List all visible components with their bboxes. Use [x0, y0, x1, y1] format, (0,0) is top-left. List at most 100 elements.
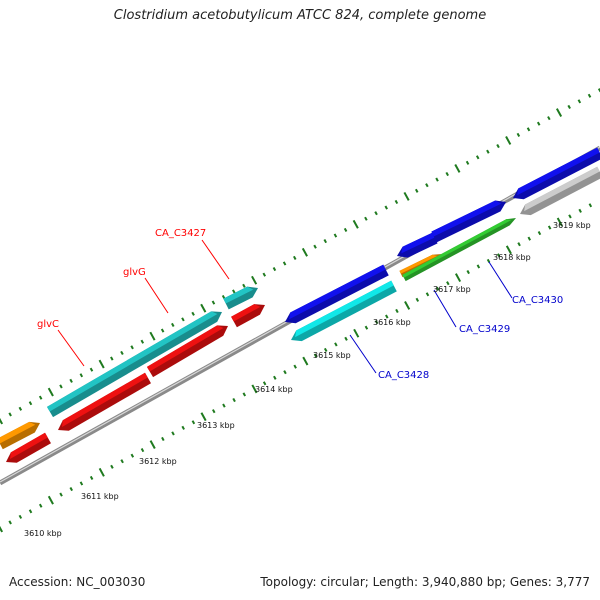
outer-minor-tick: [414, 188, 419, 193]
inner-minor-tick: [374, 320, 379, 325]
gene-red-left-face: [10, 432, 48, 460]
gene-red-mid-body: [146, 325, 228, 378]
leader-CA_C3429: [433, 289, 457, 328]
inner-minor-tick: [313, 353, 318, 358]
outer-major-tick: [505, 136, 512, 145]
outer-minor-tick: [547, 116, 551, 121]
outer-minor-tick: [486, 149, 490, 154]
leader-glvG: [144, 277, 169, 314]
outer-minor-tick: [262, 272, 267, 277]
gene-CA_C3430-face: [402, 219, 512, 278]
leader-CA_C3430: [488, 261, 513, 299]
outer-minor-tick: [496, 144, 500, 149]
inner-minor-tick: [527, 236, 532, 241]
outer-minor-tick: [516, 132, 521, 137]
gene-label-CA_C3428: CA_C3428: [378, 370, 429, 381]
inner-minor-tick: [537, 231, 542, 236]
inner-minor-tick: [38, 503, 43, 508]
outer-minor-tick: [181, 317, 185, 322]
gene-red-mid-face: [146, 325, 224, 372]
gene-orange-left-body: [0, 421, 40, 450]
inner-minor-tick: [293, 364, 297, 369]
scale-label-3616: 3616 kbp: [373, 318, 411, 327]
outer-minor-tick: [18, 406, 23, 411]
gene-CA_C3430: [402, 218, 516, 282]
inner-major-tick: [200, 412, 207, 422]
gene-CA_C3428-face: [295, 280, 394, 338]
gene-blue-mid: [431, 200, 506, 243]
outer-minor-tick: [221, 294, 226, 300]
gene-CA_C3428-upper-face: [289, 264, 386, 320]
outer-minor-tick: [8, 412, 12, 417]
gene-blue-small-face: [401, 232, 435, 254]
outer-minor-tick: [272, 267, 277, 272]
inner-minor-tick: [222, 403, 226, 408]
inner-minor-tick: [364, 325, 369, 330]
genome-stats-text: Topology: circular; Length: 3,940,880 bp…: [260, 575, 590, 589]
outer-minor-tick: [110, 356, 114, 361]
outer-major-tick: [403, 191, 410, 201]
inner-minor-tick: [161, 436, 165, 442]
inner-major-tick: [149, 440, 156, 449]
outer-minor-tick: [587, 93, 592, 98]
outer-tick-track: [0, 88, 600, 425]
inner-major-tick: [0, 525, 4, 533]
outer-minor-tick: [69, 378, 73, 383]
outer-major-tick: [555, 108, 563, 117]
outer-minor-tick: [89, 367, 94, 372]
inner-major-tick: [353, 328, 360, 338]
inner-minor-tick: [89, 475, 94, 480]
outer-minor-tick: [333, 233, 338, 238]
gene-red-left: [6, 432, 51, 463]
scale-label-3619: 3619 kbp: [553, 221, 591, 230]
inner-minor-tick: [517, 242, 521, 247]
inner-minor-tick: [110, 464, 114, 469]
inner-minor-tick: [212, 409, 216, 414]
inner-minor-tick: [232, 397, 236, 403]
inner-minor-tick: [323, 347, 328, 353]
label-leader-lines: [57, 239, 513, 374]
inner-major-tick: [556, 217, 563, 227]
inner-minor-tick: [130, 453, 135, 458]
inner-minor-tick: [415, 297, 420, 302]
inner-major-tick: [302, 356, 309, 366]
inner-minor-tick: [18, 514, 23, 519]
gene-glvC-face: [61, 372, 148, 428]
leader-CA_C3427: [201, 239, 230, 280]
outer-minor-tick: [526, 127, 531, 132]
outer-minor-tick: [282, 261, 287, 266]
outer-minor-tick: [384, 205, 388, 210]
gene-grey-right-face: [524, 166, 600, 212]
outer-major-tick: [454, 164, 461, 173]
gene-label-CA_C3430: CA_C3430: [512, 295, 563, 306]
outer-minor-tick: [242, 283, 246, 288]
inner-minor-tick: [588, 203, 593, 208]
gene-CA_C3429-face: [399, 254, 438, 274]
outer-minor-tick: [435, 177, 439, 182]
outer-minor-tick: [313, 244, 317, 249]
genome-title: Clostridium acetobutylicum ATCC 824, com…: [113, 8, 487, 23]
inner-tick-track: [0, 203, 593, 533]
gene-blue-small: [397, 232, 438, 258]
gene-orange-left-face: [0, 421, 36, 444]
outer-minor-tick: [374, 211, 378, 216]
gene-CA_C3427: [223, 286, 258, 310]
outer-minor-tick: [394, 199, 399, 205]
inner-minor-tick: [435, 286, 440, 291]
inner-minor-tick: [466, 269, 470, 275]
gene-red-small: [231, 304, 265, 328]
accession-text: Accession: NC_003030: [9, 575, 146, 589]
scale-label-3611: 3611 kbp: [81, 492, 119, 501]
gene-CA_C3427-body: [223, 286, 258, 310]
outer-minor-tick: [567, 104, 571, 110]
inner-minor-tick: [8, 520, 12, 525]
outer-minor-tick: [38, 395, 43, 400]
inner-minor-tick: [547, 225, 552, 230]
inner-minor-tick: [79, 481, 84, 486]
inner-major-tick: [47, 495, 54, 505]
outer-minor-tick: [160, 328, 165, 333]
outer-major-tick: [149, 331, 156, 341]
leader-glvC: [57, 329, 85, 367]
gene-CA_C3428-upper: [285, 264, 389, 324]
